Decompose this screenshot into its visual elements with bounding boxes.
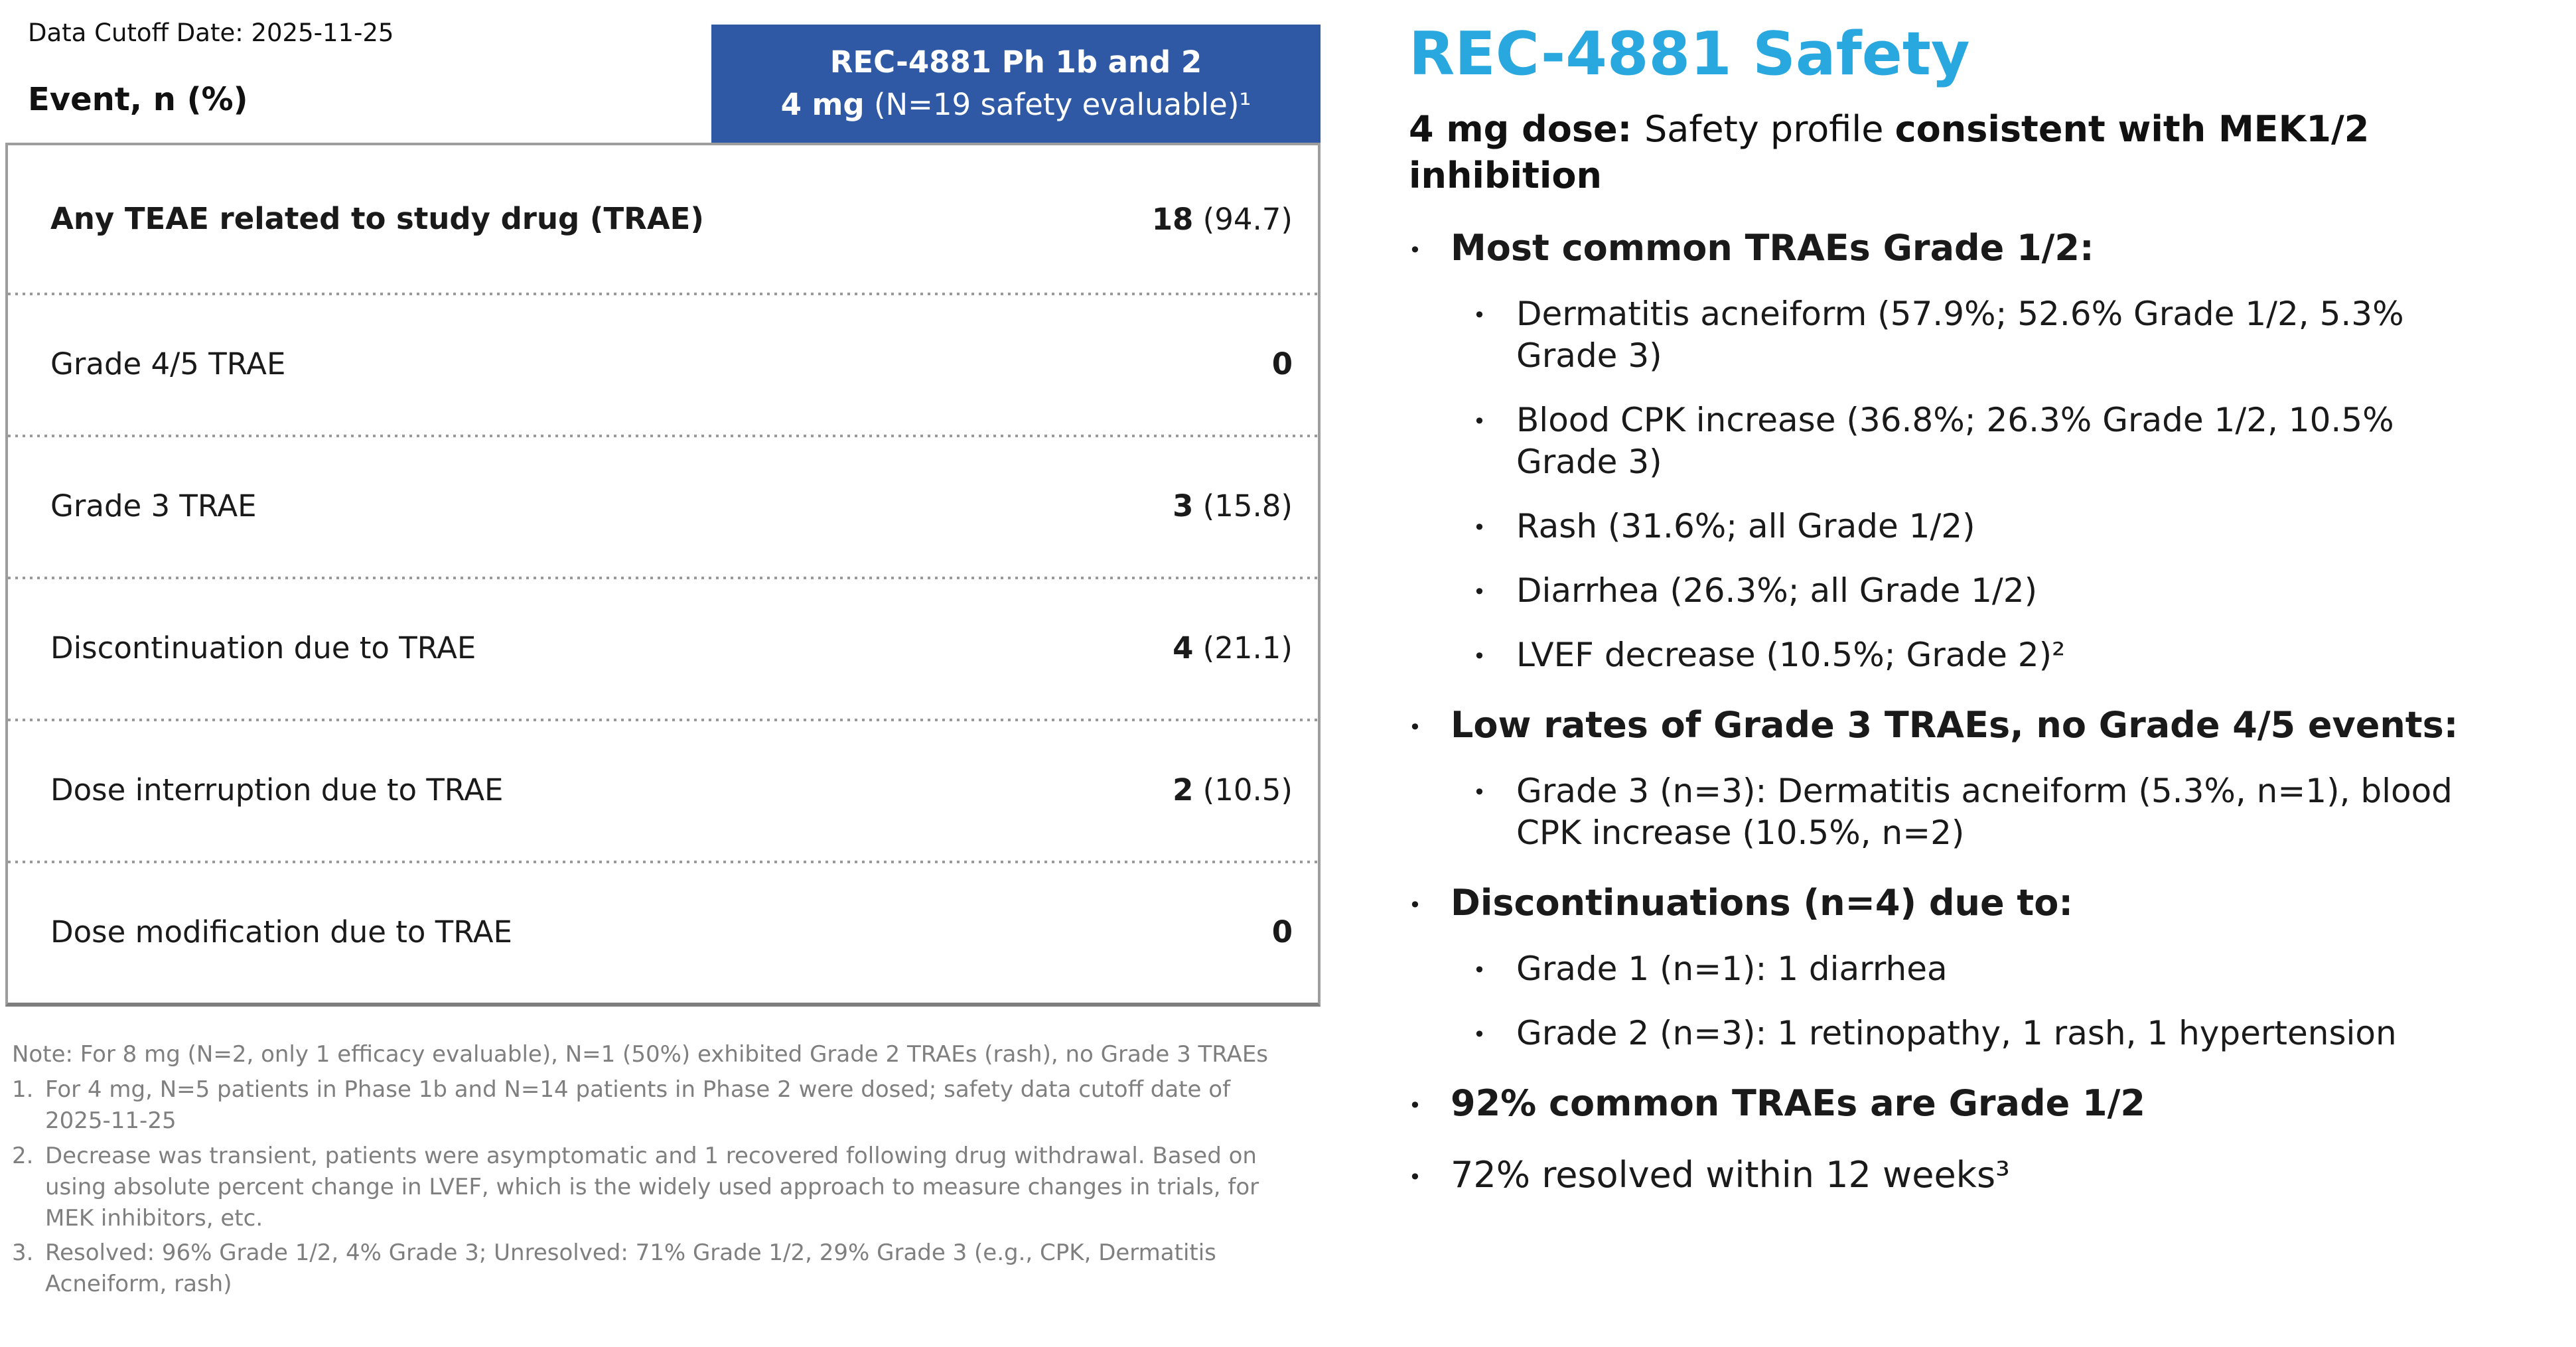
table-row: Discontinuation due to TRAE 4 (21.1)	[8, 577, 1318, 719]
bullet-icon	[1452, 1013, 1516, 1054]
bullet-text: 92% common TRAEs are Grade 1/2	[1451, 1082, 2145, 1124]
footnote-number: 1.	[12, 1076, 34, 1103]
footnote-2: 2. Decrease was transient, patients were…	[12, 1141, 1293, 1234]
footnote-1: 1. For 4 mg, N=5 patients in Phase 1b an…	[12, 1074, 1293, 1137]
bullet-item: Grade 2 (n=3): 1 retinopathy, 1 rash, 1 …	[1452, 1013, 2563, 1054]
safety-subtitle: 4 mg dose: Safety profile consistent wit…	[1409, 106, 2444, 199]
bullet-icon	[1409, 703, 1451, 748]
bullet-item: Rash (31.6%; all Grade 1/2)	[1452, 506, 2563, 547]
bullet-item: Low rates of Grade 3 TRAEs, no Grade 4/5…	[1409, 703, 2563, 748]
bullet-text: Discontinuations (n=4) due to:	[1451, 881, 2073, 924]
bullet-text: Blood CPK increase (36.8%; 26.3% Grade 1…	[1516, 400, 2394, 481]
bullet-icon	[1409, 226, 1451, 271]
footnotes-block: Note: For 8 mg (N=2, only 1 efficacy eva…	[12, 1039, 1293, 1300]
page-title: REC-4881 Safety	[1409, 19, 1970, 89]
bullet-item: Blood CPK increase (36.8%; 26.3% Grade 1…	[1452, 399, 2563, 483]
subtitle-mid: Safety profile	[1644, 107, 1895, 150]
bullet-text: LVEF decrease (10.5%; Grade 2)²	[1516, 635, 2066, 674]
row-value-pct: (10.5)	[1193, 772, 1293, 808]
bullet-text: Most common TRAEs Grade 1/2:	[1451, 226, 2094, 269]
bullet-text: Low rates of Grade 3 TRAEs, no Grade 4/5…	[1451, 703, 2459, 746]
bullet-item: LVEF decrease (10.5%; Grade 2)²	[1452, 634, 2563, 676]
table-row: Grade 4/5 TRAE 0	[8, 293, 1318, 435]
row-label: Grade 3 TRAE	[50, 488, 257, 524]
bullet-text: 72% resolved within 12 weeks³	[1451, 1154, 2010, 1196]
row-label: Discontinuation due to TRAE	[50, 630, 476, 666]
row-value-n: 3	[1173, 488, 1194, 524]
footnote-text: For 4 mg, N=5 patients in Phase 1b and N…	[45, 1076, 1231, 1134]
row-value: 2 (10.5)	[1173, 772, 1293, 808]
bullet-icon	[1409, 1153, 1451, 1198]
row-value-n: 2	[1173, 772, 1194, 808]
subtitle-dose: 4 mg dose:	[1409, 107, 1645, 150]
safety-summary: REC-4881 Safety 4 mg dose: Safety profil…	[1409, 20, 2563, 1198]
bullet-text: Grade 2 (n=3): 1 retinopathy, 1 rash, 1 …	[1516, 1013, 2397, 1052]
row-value-n: 4	[1173, 630, 1194, 666]
bullet-item: 92% common TRAEs are Grade 1/2	[1409, 1081, 2563, 1126]
bullet-icon	[1452, 570, 1516, 612]
row-value: 18 (94.7)	[1152, 202, 1293, 237]
table-row: Dose interruption due to TRAE 2 (10.5)	[8, 719, 1318, 861]
bullet-item: Dermatitis acneiform (57.9%; 52.6% Grade…	[1452, 293, 2563, 377]
row-value-pct: (94.7)	[1193, 201, 1293, 237]
row-value: 0	[1272, 914, 1293, 950]
row-value-n: 0	[1271, 914, 1293, 950]
footnote-text: Decrease was transient, patients were as…	[45, 1142, 1259, 1232]
treatment-column-header: REC-4881 Ph 1b and 2 4 mg (N=19 safety e…	[711, 25, 1321, 143]
bullet-text: Rash (31.6%; all Grade 1/2)	[1516, 506, 1975, 545]
table-row: Dose modification due to TRAE 0	[8, 861, 1318, 1003]
bullet-item: Grade 3 (n=3): Dermatitis acneiform (5.3…	[1452, 770, 2563, 854]
trae-table: Any TEAE related to study drug (TRAE) 18…	[5, 143, 1321, 1007]
bullet-icon	[1452, 293, 1516, 335]
bullet-item: Diarrhea (26.3%; all Grade 1/2)	[1452, 570, 2563, 612]
bullet-icon	[1409, 1081, 1451, 1126]
subtitle-emphasis: consistent with MEK1/2 inhibition	[1409, 107, 2370, 196]
table-row: Any TEAE related to study drug (TRAE) 18…	[8, 145, 1318, 293]
bullet-item: Discontinuations (n=4) due to:	[1409, 881, 2563, 926]
dose-label: 4 mg	[780, 87, 865, 122]
bullet-icon	[1452, 399, 1516, 441]
row-value-n: 0	[1271, 346, 1293, 382]
bullet-icon	[1452, 770, 1516, 812]
bullet-icon	[1452, 634, 1516, 676]
row-value: 0	[1272, 346, 1293, 382]
row-label: Dose interruption due to TRAE	[50, 772, 504, 808]
table-note: Note: For 8 mg (N=2, only 1 efficacy eva…	[12, 1041, 1269, 1068]
treatment-header-line1: REC-4881 Ph 1b and 2	[829, 44, 1202, 80]
bullet-text: Diarrhea (26.3%; all Grade 1/2)	[1516, 571, 2038, 610]
data-cutoff-date: Data Cutoff Date: 2025-11-25	[28, 19, 394, 47]
bullet-icon	[1452, 948, 1516, 990]
treatment-header-line2: 4 mg (N=19 safety evaluable)¹	[781, 84, 1252, 126]
row-value: 4 (21.1)	[1173, 630, 1293, 666]
footnote-text: Resolved: 96% Grade 1/2, 4% Grade 3; Unr…	[45, 1240, 1216, 1298]
row-label: Dose modification due to TRAE	[50, 914, 512, 950]
bullet-text: Grade 3 (n=3): Dermatitis acneiform (5.3…	[1516, 771, 2453, 852]
footnote-number: 3.	[12, 1240, 34, 1267]
footnote-number: 2.	[12, 1142, 34, 1169]
row-value-pct: (21.1)	[1193, 630, 1293, 666]
bullet-item: Grade 1 (n=1): 1 diarrhea	[1452, 948, 2563, 990]
table-row: Grade 3 TRAE 3 (15.8)	[8, 435, 1318, 577]
bullet-text: Dermatitis acneiform (57.9%; 52.6% Grade…	[1516, 294, 2404, 375]
safety-bullet-list: Most common TRAEs Grade 1/2: Dermatitis …	[1409, 226, 2563, 1198]
bullet-icon	[1409, 881, 1451, 926]
bullet-item: 72% resolved within 12 weeks³	[1409, 1153, 2563, 1198]
row-value-n: 18	[1151, 201, 1194, 237]
footnote-3: 3. Resolved: 96% Grade 1/2, 4% Grade 3; …	[12, 1238, 1293, 1300]
bullet-item: Most common TRAEs Grade 1/2:	[1409, 226, 2563, 271]
event-column-header: Event, n (%)	[28, 81, 248, 118]
n-evaluable-label: (N=19 safety evaluable)¹	[864, 87, 1252, 122]
bullet-text: Grade 1 (n=1): 1 diarrhea	[1516, 949, 1948, 988]
row-label: Any TEAE related to study drug (TRAE)	[50, 201, 704, 237]
row-label: Grade 4/5 TRAE	[50, 346, 286, 382]
row-value: 3 (15.8)	[1173, 488, 1293, 524]
bullet-icon	[1452, 506, 1516, 547]
row-value-pct: (15.8)	[1193, 488, 1293, 524]
